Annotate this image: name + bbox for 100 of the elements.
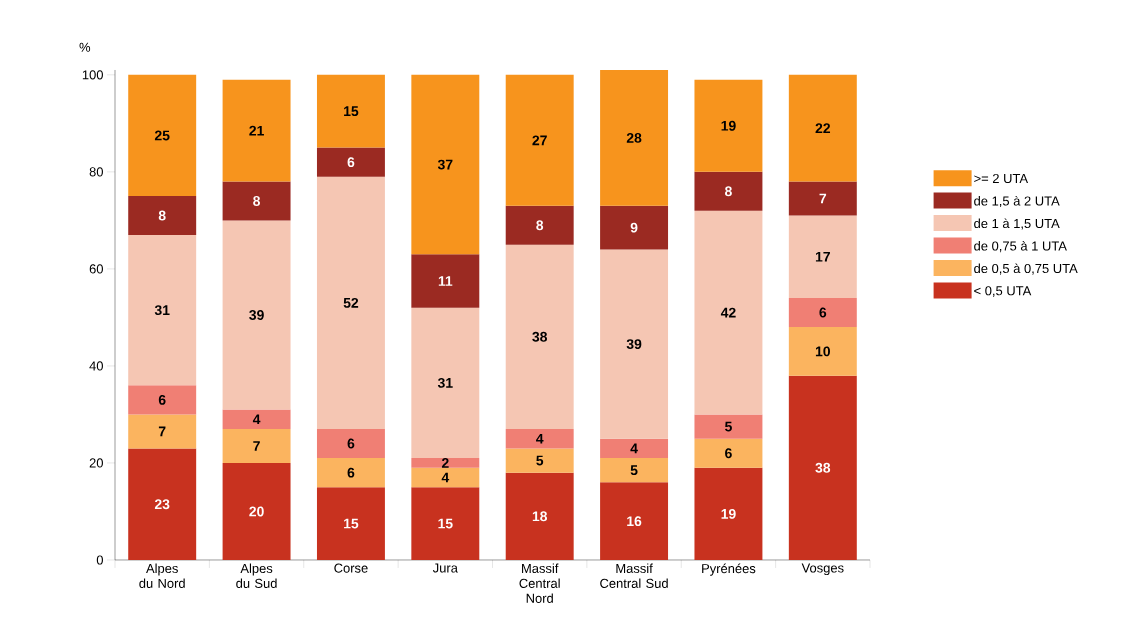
data-label: 4 [630, 443, 638, 454]
bar [411, 74, 480, 255]
legend-label: de 1,5 à 2 UTA [974, 195, 1060, 208]
data-label: 5 [724, 421, 732, 432]
data-label: 2 [441, 458, 449, 468]
bar [505, 428, 574, 449]
bar [316, 487, 385, 560]
data-label: 5 [630, 465, 638, 476]
legend-label: de 0,5 à 0,75 UTA [974, 263, 1078, 275]
bar [600, 249, 669, 439]
data-label: 31 [437, 377, 453, 388]
bar [788, 327, 857, 376]
data-label: 37 [437, 159, 453, 170]
bar [222, 428, 291, 463]
legend-label: de 0,75 à 1 UTA [974, 240, 1067, 253]
y-tick-label: 0 [96, 555, 103, 565]
bar [128, 234, 197, 386]
data-label: 17 [815, 251, 830, 262]
bar [411, 467, 480, 488]
data-label: 52 [343, 297, 359, 308]
bar [222, 79, 291, 182]
data-label: 8 [536, 220, 544, 231]
bar [505, 74, 574, 206]
bar [600, 69, 669, 206]
data-label: 23 [154, 499, 170, 510]
data-label: 10 [815, 346, 830, 357]
bar [600, 482, 669, 560]
bar [128, 414, 197, 449]
data-label: 7 [819, 193, 827, 204]
data-label: 21 [249, 125, 264, 136]
x-tick-label: Pyrénées [702, 563, 756, 576]
data-label: 31 [154, 305, 170, 316]
bar [222, 462, 291, 560]
bar [128, 448, 197, 560]
data-label: 6 [158, 394, 166, 405]
bar [222, 220, 291, 410]
data-label: 8 [253, 196, 261, 206]
bar [316, 458, 385, 488]
x-tick-label: Massif Central Sud [600, 563, 668, 588]
y-tick-label: 20 [89, 458, 103, 468]
data-label: 6 [819, 307, 827, 318]
legend-label: de 1 à 1,5 UTA [974, 218, 1060, 230]
bar [316, 147, 385, 177]
data-label: 15 [344, 106, 359, 117]
bar [316, 428, 385, 459]
data-label: 42 [720, 307, 736, 318]
bar [788, 215, 857, 298]
data-label: 19 [721, 508, 736, 519]
data-label: 6 [347, 467, 355, 478]
x-tick-label: Alpes du Nord [139, 563, 185, 588]
data-label: 18 [532, 511, 548, 522]
data-label: 39 [626, 339, 642, 350]
bar [505, 205, 574, 245]
data-label: 38 [532, 331, 548, 342]
bar [788, 298, 857, 328]
bar [694, 438, 763, 468]
bar [128, 385, 197, 415]
bar [411, 254, 480, 308]
y-axis-title: % [79, 42, 91, 52]
bar [222, 409, 291, 429]
data-label: 38 [815, 462, 831, 473]
bar [694, 210, 763, 415]
legend-label: >= 2 UTA [974, 173, 1029, 184]
bar [694, 467, 763, 560]
data-label: 28 [626, 132, 642, 143]
y-tick-label: 40 [89, 361, 103, 371]
bar [505, 472, 574, 560]
x-tick-label: Jura [432, 563, 458, 573]
data-label: 6 [725, 448, 732, 459]
data-label: 7 [253, 441, 260, 451]
data-label: 6 [347, 438, 355, 449]
bar [505, 448, 574, 473]
data-label: 7 [158, 426, 166, 437]
data-label: 8 [725, 186, 732, 197]
bar [788, 181, 857, 216]
data-label: 4 [441, 472, 450, 483]
bar [411, 487, 480, 560]
bar [600, 205, 669, 250]
data-label: 5 [536, 455, 544, 466]
data-label: 19 [721, 120, 736, 131]
bar [600, 458, 669, 483]
bar [694, 79, 763, 172]
bar [505, 244, 574, 429]
data-label: 16 [627, 516, 642, 527]
data-label: 6 [347, 157, 355, 168]
x-tick-label: Alpes du Sud [236, 563, 277, 588]
data-label: 27 [532, 135, 547, 146]
bar [411, 458, 480, 468]
data-label: 8 [158, 210, 166, 221]
y-tick-label: 100 [82, 70, 103, 80]
bar [788, 375, 857, 560]
bar [128, 74, 197, 197]
x-tick-label: Massif Central Nord [519, 563, 560, 603]
bar [128, 196, 197, 235]
bar [694, 414, 763, 439]
bar [316, 176, 385, 429]
data-label: 15 [438, 518, 453, 529]
data-label: 25 [154, 130, 170, 141]
bar [316, 74, 385, 148]
legend-label: < 0,5 UTA [974, 286, 1032, 297]
